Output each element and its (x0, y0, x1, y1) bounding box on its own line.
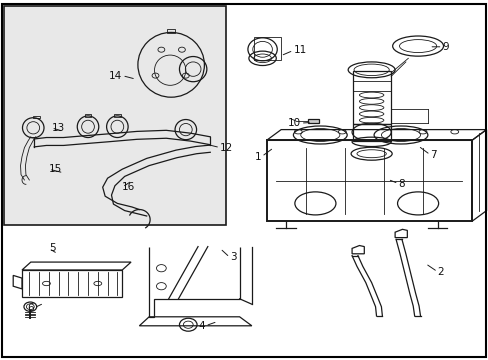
Text: 6: 6 (27, 303, 34, 313)
Text: 14: 14 (109, 71, 122, 81)
Text: 2: 2 (437, 267, 444, 277)
Bar (307, 119, 318, 123)
Text: 13: 13 (51, 123, 64, 133)
Text: 3: 3 (229, 252, 236, 262)
Text: 15: 15 (49, 164, 62, 174)
Text: 10: 10 (287, 118, 300, 128)
Bar (266, 140, 471, 221)
Bar (352, 71, 390, 124)
Text: 1: 1 (254, 152, 261, 162)
Text: 9: 9 (442, 42, 448, 52)
Bar (4, 6, 226, 225)
Text: 5: 5 (49, 243, 56, 253)
Text: 8: 8 (398, 179, 405, 189)
Text: 11: 11 (293, 45, 306, 55)
Text: 12: 12 (220, 143, 233, 153)
Text: 4: 4 (198, 321, 205, 331)
Bar (352, 124, 390, 141)
Bar (254, 37, 281, 60)
Text: 16: 16 (122, 182, 135, 192)
Text: 7: 7 (429, 150, 436, 160)
